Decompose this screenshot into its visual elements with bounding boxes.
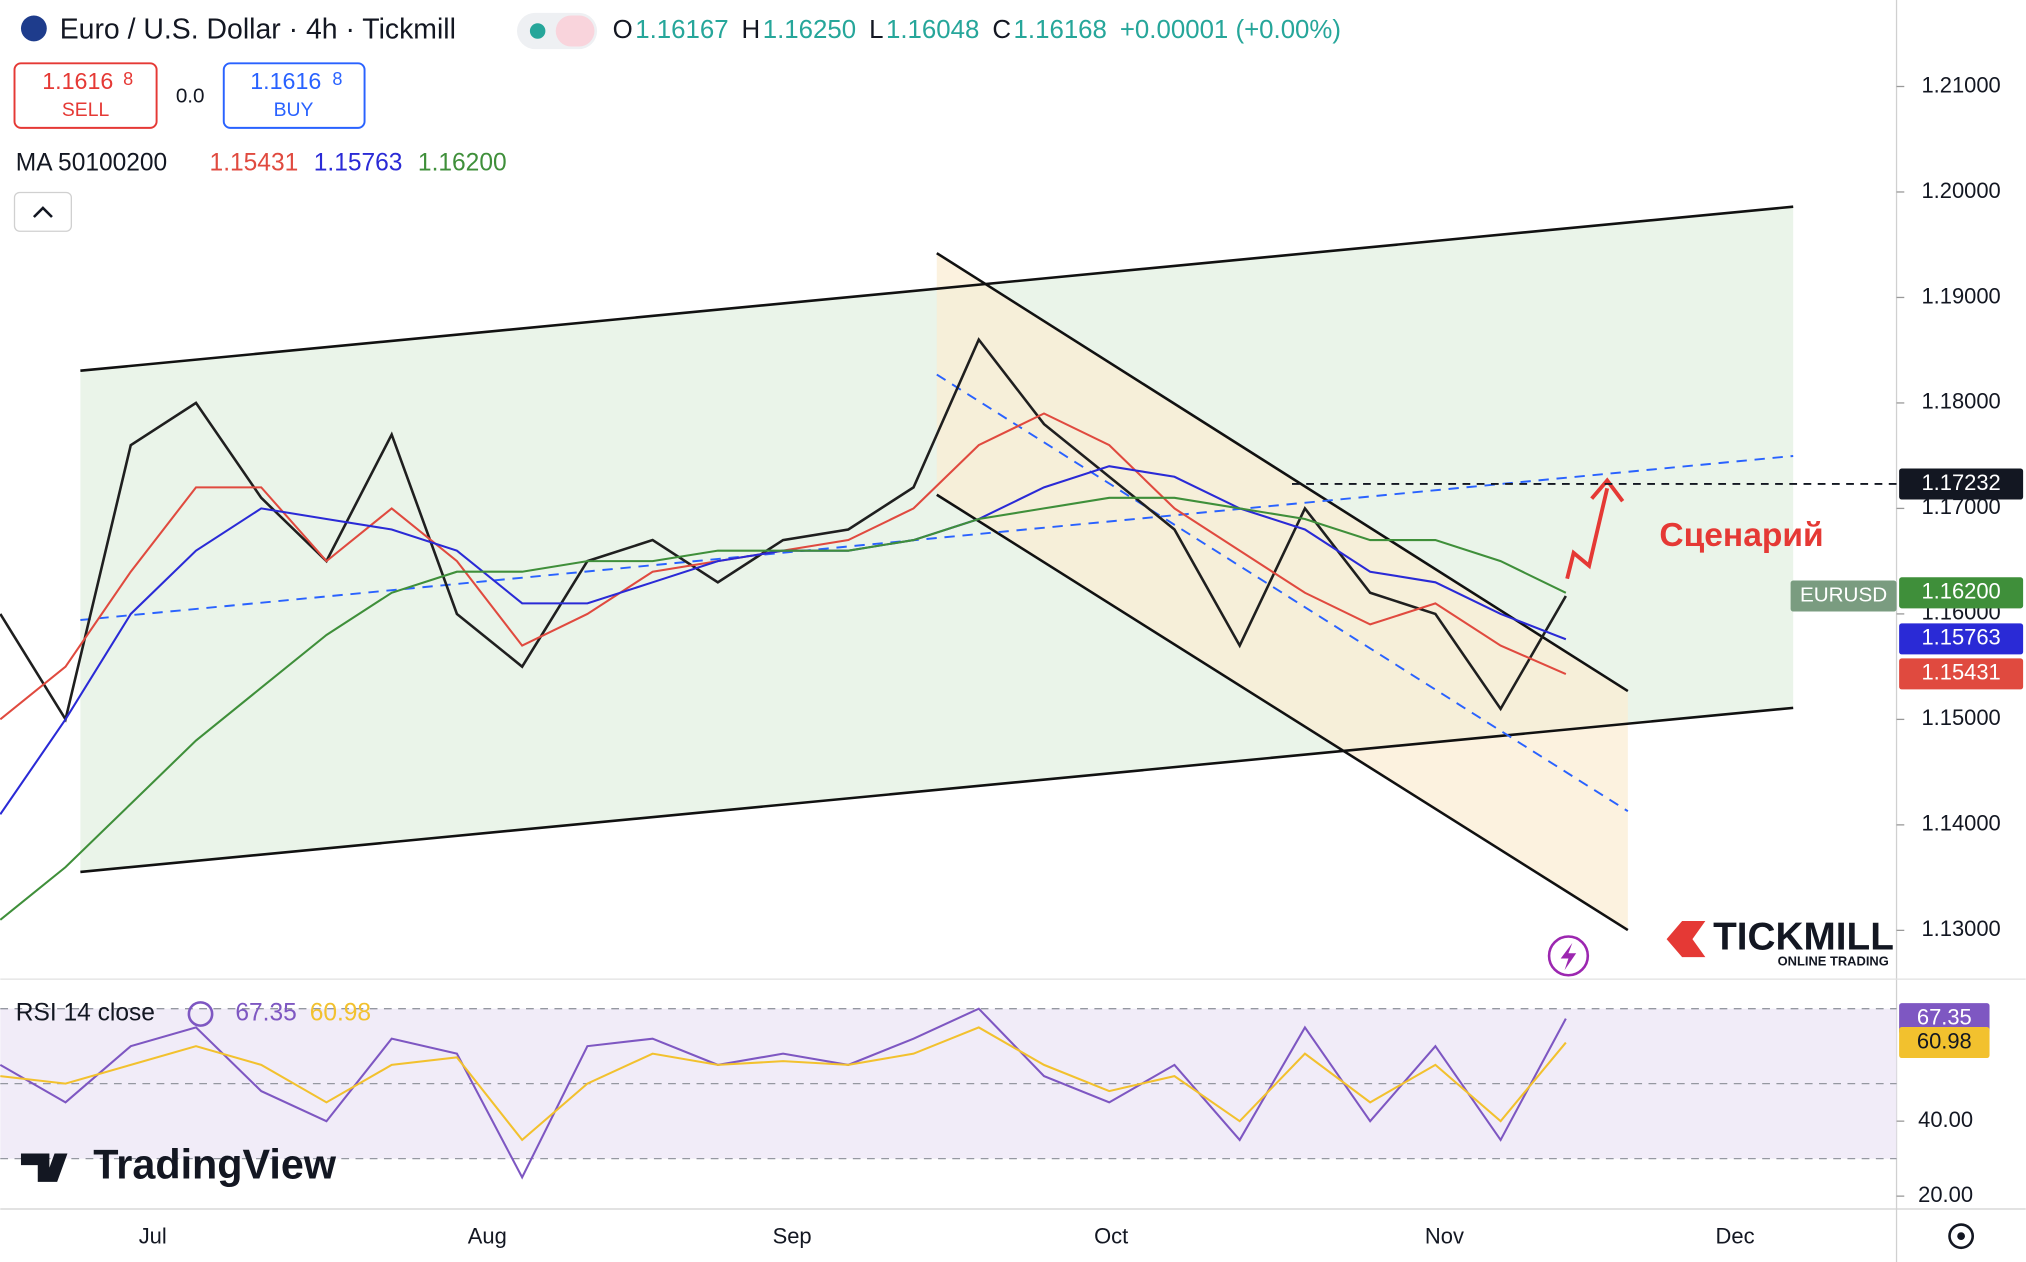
x-tick-label: Oct [1094,1223,1128,1248]
y-tick-label: 1.13000 [1921,916,2000,941]
y-tick-label: 40.00 [1918,1107,1973,1132]
sell-label: SELL [62,99,110,121]
buy-label: BUY [274,99,314,121]
ma-legend-title: MA 50100200 [16,150,167,177]
broker-logo: TICKMILL [1713,915,1894,958]
rsi-tag-label: 67.35 [1917,1004,1972,1029]
rsi-title: RSI 14 close [16,999,155,1026]
x-tick-label: Nov [1425,1223,1464,1248]
y-tick-label: 1.21000 [1921,72,2000,97]
sell-price: 1.1616 [42,68,113,94]
ohlc-value: 1.16168 [1014,16,1107,44]
collapse-button[interactable] [13,191,72,232]
lightning-icon[interactable] [1547,935,1590,977]
descending-channel[interactable] [936,253,1628,931]
price-tag-label: 1.16200 [1921,579,2000,604]
moving-average [0,496,1567,921]
x-tick-label: Dec [1716,1223,1755,1248]
y-tick-label: 1.19000 [1921,283,2000,308]
broker-logo-mark [1666,920,1706,958]
delay-icon [555,15,595,47]
annotation: Сценарий [1659,517,1823,554]
rsi-tag-label: 60.98 [1917,1028,1972,1053]
ohlc-value: 1.16250 [763,16,856,44]
symbol-title: Euro / U.S. Dollar · 4h · Tickmill [60,14,456,46]
price-tag-label: 1.17232 [1921,470,2000,495]
symbol-icon [20,15,47,42]
ma-legend-value: 1.15431 [210,150,299,177]
channel-line [80,205,1794,373]
tv-logo-mark [20,1153,68,1182]
ohlc: O 1.16167 H 1.16250 L 1.16048 C 1.16168 +0.00001… [613,16,1341,44]
x-tick-label: Sep [773,1223,812,1248]
market-status [529,23,546,39]
price-change: +0.00001 (+0.00%) [1120,16,1341,44]
buy-price: 1.1616 [250,68,321,94]
ohlc-label: O [613,16,633,44]
y-tick-label: 1.14000 [1921,811,2000,836]
settings-icon-dot [1957,1232,1965,1241]
rsi-line [0,1026,1567,1142]
rsi-legend-value: 60.98 [310,999,371,1026]
price-tag [1899,577,2024,609]
rsi-legend-value: 67.35 [235,999,296,1026]
rsi-icon [187,1001,214,1027]
x-tick-label: Aug [468,1223,507,1248]
y-tick-label: 1.18000 [1921,389,2000,414]
price-line [0,337,1567,723]
rsi-tag [1899,1027,1990,1059]
buy-pip: 8 [332,69,342,89]
price-tag [1899,623,2024,655]
ma-legend: 1.15431 1.15763 1.16200 [210,150,507,177]
ma-legend-value: 1.16200 [418,150,507,177]
broker-tagline: ONLINE TRADING [1778,954,1889,969]
lightning-glyph [1560,942,1577,971]
settings-icon[interactable] [1948,1223,1975,1250]
symbol-tag [1790,580,1897,612]
spread: 0.0 [176,84,205,107]
rsi-tag [1899,1003,1990,1035]
price-tag [1899,658,2024,690]
ohlc-value: 1.16048 [886,16,979,44]
sell-pip: 8 [123,69,133,89]
channel-line [936,493,1629,932]
y-tick-label: 1.15000 [1921,705,2000,730]
channel-midline [936,373,1629,813]
ohlc-label: L [869,16,883,44]
platform-logo: TradingView [93,1142,337,1188]
buy-button[interactable] [222,62,366,129]
collapse-icon [32,206,53,218]
ohlc-label: H [742,16,761,44]
y-tick-label: 20.00 [1918,1182,1973,1207]
sell-button[interactable] [13,62,158,129]
scenario-arrow [1565,487,1610,580]
price-tag [1899,468,2024,500]
scenario-arrowhead [1590,477,1625,503]
rsi-line [0,1007,1567,1180]
price-tag-label: 1.15431 [1921,660,2000,685]
y-tick-label: 1.20000 [1921,178,2000,203]
x-tick-label: Jul [139,1223,167,1248]
ohlc-label: C [992,16,1011,44]
price-tag-label: 1.15763 [1921,625,2000,650]
ohlc-value: 1.16167 [635,16,728,44]
price-pane: 1.210001.200001.190001.180001.170001.160… [0,72,2024,1248]
ma-legend-value: 1.15763 [314,150,403,177]
symbol-tag-label: EURUSD [1800,583,1887,606]
